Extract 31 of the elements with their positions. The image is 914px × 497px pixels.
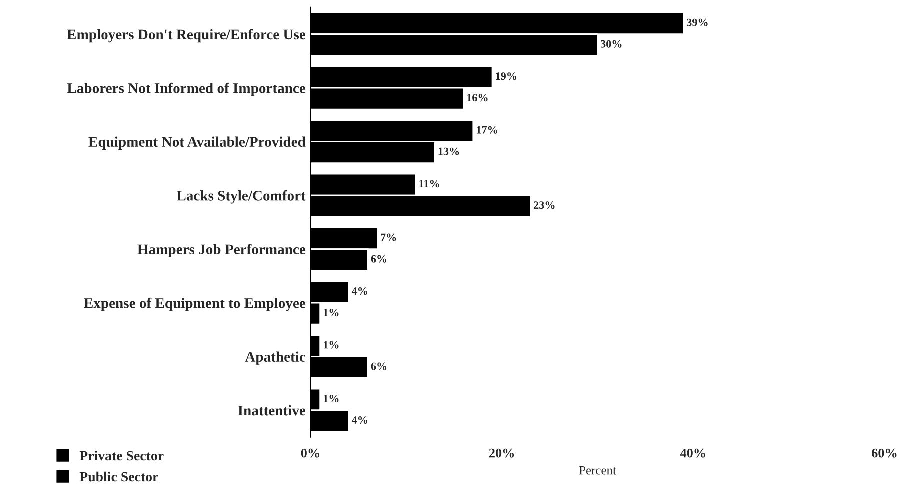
y-tick-label: Equipment Not Available/Provided — [88, 136, 306, 150]
data-label: 16% — [467, 94, 488, 102]
y-tick-label: Lacks Style/Comfort — [176, 190, 306, 204]
x-tick-label: 20% — [489, 448, 514, 458]
data-label: 11% — [420, 180, 440, 188]
data-label: 1% — [324, 395, 339, 403]
data-label: 7% — [381, 234, 396, 242]
y-tick-label: Apathetic — [245, 352, 306, 365]
y-tick-label: Inattentive — [238, 405, 306, 416]
data-label: 4% — [352, 416, 368, 424]
data-label: 1% — [324, 341, 339, 349]
x-axis-title: Percent — [579, 466, 616, 475]
data-label: 19% — [496, 72, 516, 80]
x-tick-label: 60% — [872, 448, 897, 458]
y-tick-label: Laborers Not Informed of Importance — [67, 82, 306, 96]
y-tick-label: Expense of Equipment to Employee — [84, 298, 306, 312]
data-label: 23% — [534, 202, 555, 210]
data-label: 30% — [600, 40, 622, 48]
y-tick-label: Employers Don't Require/Enforce Use — [67, 29, 306, 43]
legend-label: Private Sector — [80, 450, 164, 461]
data-label: 13% — [438, 148, 460, 156]
data-label: 6% — [371, 362, 387, 370]
data-label: 1% — [324, 309, 339, 317]
data-label: 17% — [477, 126, 498, 134]
legend-label: Public Sector — [80, 472, 158, 482]
data-label: 6% — [371, 255, 387, 263]
x-tick-label: 0% — [301, 448, 320, 458]
x-tick-label: 40% — [680, 448, 706, 458]
y-tick-label: Hampers Job Performance — [138, 244, 306, 258]
data-label: 4% — [352, 288, 368, 296]
data-label: 39% — [687, 18, 708, 26]
